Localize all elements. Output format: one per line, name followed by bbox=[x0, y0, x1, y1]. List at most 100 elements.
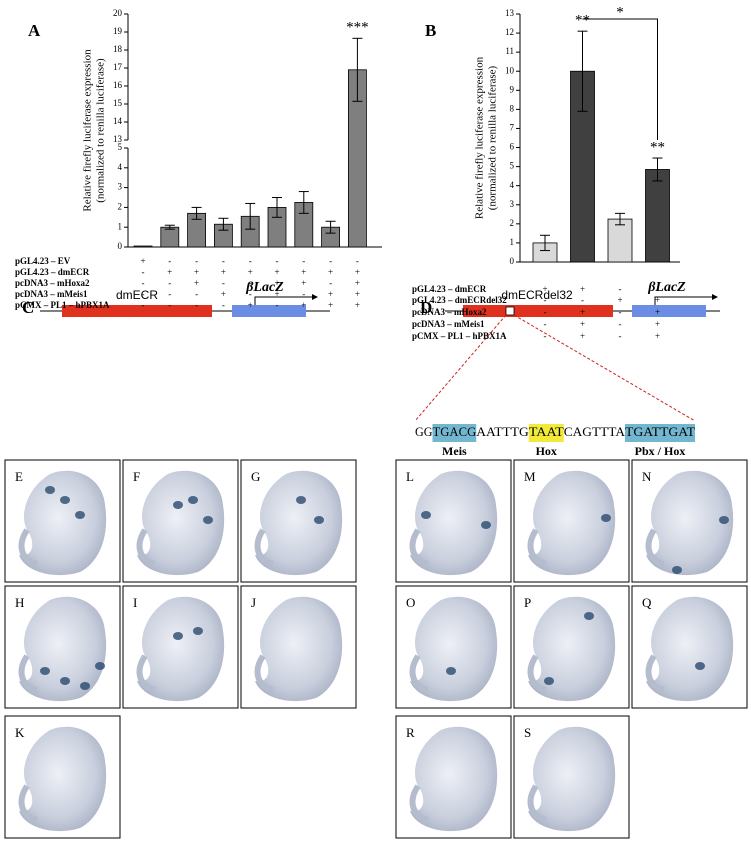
condition-sign: - bbox=[619, 331, 622, 341]
sequence-part: TGACG bbox=[433, 424, 477, 439]
stain bbox=[314, 516, 324, 524]
y-tick-label: 19 bbox=[113, 26, 123, 36]
photo-label: S bbox=[524, 725, 531, 740]
embryo-tail bbox=[136, 654, 156, 693]
photo-panel: J bbox=[240, 585, 357, 709]
embryo bbox=[255, 470, 343, 576]
photo-label: J bbox=[251, 595, 256, 610]
photo-panel: G bbox=[240, 459, 357, 583]
significance-label: ** bbox=[575, 13, 590, 29]
photo-label: Q bbox=[642, 595, 652, 610]
condition-sign: + bbox=[301, 278, 306, 288]
sequence-part: AATTTG bbox=[476, 424, 529, 439]
condition-sign: + bbox=[301, 300, 306, 310]
condition-sign: + bbox=[580, 307, 585, 317]
condition-sign: + bbox=[301, 267, 306, 277]
sequence-part: CAGTTTA bbox=[564, 424, 626, 439]
site-label: Meis bbox=[442, 444, 467, 458]
photo-panel: O bbox=[395, 585, 512, 709]
stain bbox=[188, 496, 198, 504]
embryo bbox=[528, 596, 616, 702]
panel-letter: B bbox=[425, 21, 436, 40]
stain bbox=[695, 662, 705, 670]
condition-sign: + bbox=[328, 289, 333, 299]
photo-panel: F bbox=[122, 459, 239, 583]
embryo-tail bbox=[645, 528, 665, 567]
y-tick-label: 2 bbox=[118, 201, 123, 211]
condition-sign: - bbox=[544, 319, 547, 329]
site-label: Hox bbox=[536, 444, 557, 458]
condition-sign: + bbox=[274, 289, 279, 299]
condition-sign: - bbox=[168, 256, 171, 266]
condition-sign: - bbox=[619, 319, 622, 329]
y-axis-label: Relative firefly luciferase expression bbox=[82, 49, 94, 212]
embryo-tail bbox=[254, 528, 274, 567]
zoom-line bbox=[414, 314, 507, 422]
embryo-tail bbox=[136, 528, 156, 567]
y-axis-label: Relative firefly luciferase expression bbox=[474, 56, 486, 219]
panel-letter: A bbox=[28, 21, 41, 40]
y-tick-label: 14 bbox=[113, 116, 123, 126]
arrow-head bbox=[712, 294, 718, 300]
embryo-tail bbox=[409, 528, 429, 567]
y-tick-label: 1 bbox=[510, 237, 515, 247]
bar bbox=[133, 245, 153, 248]
stain bbox=[672, 566, 682, 574]
site-highlight bbox=[432, 424, 477, 442]
stain bbox=[719, 516, 729, 524]
condition-sign: - bbox=[619, 284, 622, 294]
stain bbox=[95, 662, 105, 670]
enhancer-label: dmECR bbox=[116, 288, 158, 302]
embryo bbox=[528, 726, 616, 832]
bar bbox=[607, 218, 633, 263]
condition-sign: + bbox=[655, 319, 660, 329]
condition-sign: - bbox=[276, 300, 279, 310]
y-tick-label: 7 bbox=[510, 123, 515, 133]
photo-panel: E bbox=[4, 459, 121, 583]
condition-sign: - bbox=[329, 278, 332, 288]
embryo bbox=[410, 726, 498, 832]
y-tick-label: 5 bbox=[118, 142, 123, 152]
embryo-tail bbox=[409, 654, 429, 693]
condition-sign: - bbox=[276, 256, 279, 266]
condition-sign: - bbox=[195, 256, 198, 266]
condition-sign: + bbox=[355, 278, 360, 288]
photo-panel: Q bbox=[631, 585, 748, 709]
stain bbox=[60, 496, 70, 504]
condition-sign: - bbox=[168, 289, 171, 299]
condition-sign: - bbox=[249, 256, 252, 266]
enhancer-label: dmECRdel32 bbox=[501, 288, 573, 302]
comparison-bracket bbox=[582, 18, 658, 141]
photo-panel: I bbox=[122, 585, 239, 709]
photo-label: P bbox=[524, 595, 531, 610]
stain bbox=[75, 511, 85, 519]
stain bbox=[203, 516, 213, 524]
y-tick-label: 3 bbox=[118, 182, 123, 192]
site-label: Pbx / Hox bbox=[635, 444, 686, 458]
site-highlight bbox=[528, 424, 564, 442]
condition-label: pcDNA3 – mHoxa2 bbox=[15, 278, 90, 288]
sequence-part: TGATTGAT bbox=[625, 424, 695, 439]
zoom-line bbox=[513, 314, 696, 422]
photo-label: K bbox=[15, 725, 25, 740]
condition-sign: + bbox=[617, 295, 622, 305]
embryo bbox=[137, 596, 225, 702]
condition-sign: + bbox=[248, 300, 253, 310]
embryo bbox=[646, 470, 734, 576]
condition-sign: + bbox=[355, 300, 360, 310]
condition-sign: + bbox=[580, 331, 585, 341]
condition-sign: - bbox=[168, 278, 171, 288]
tss-arrow bbox=[254, 296, 312, 305]
stain bbox=[296, 496, 306, 504]
condition-sign: - bbox=[195, 300, 198, 310]
condition-label: pcDNA3 – mHoxa2 bbox=[412, 307, 487, 317]
condition-sign: - bbox=[249, 278, 252, 288]
photo-label: F bbox=[133, 469, 140, 484]
site-highlight bbox=[625, 424, 695, 442]
y-tick-label: 4 bbox=[510, 180, 515, 190]
embryo-tail bbox=[18, 654, 38, 693]
embryo bbox=[410, 470, 498, 576]
y-tick-label: 12 bbox=[505, 27, 514, 37]
condition-sign: + bbox=[167, 267, 172, 277]
condition-sign: - bbox=[222, 256, 225, 266]
